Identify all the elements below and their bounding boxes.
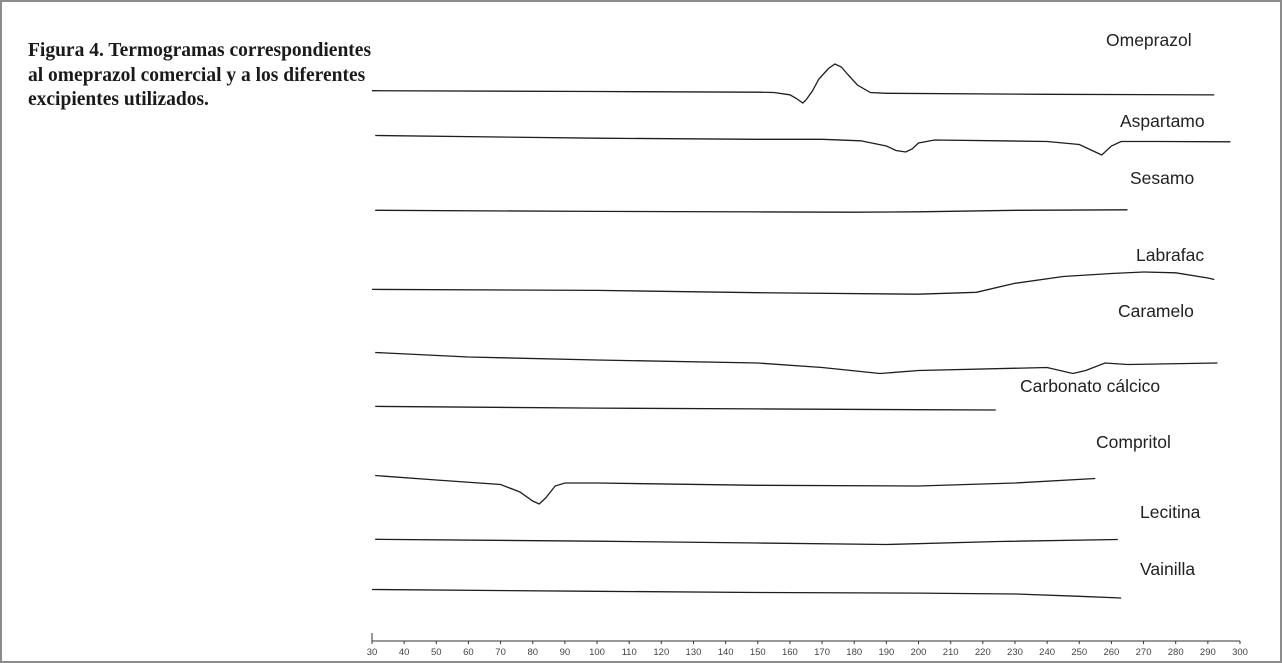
x-tick-label: 250: [1071, 647, 1087, 658]
series-label-omeprazol: Omeprazol: [1106, 30, 1192, 50]
x-tick-label: 290: [1200, 647, 1216, 658]
x-tick-label: 180: [846, 647, 862, 658]
x-tick-label: 200: [911, 647, 927, 658]
x-tick-label: 190: [878, 647, 894, 658]
series-line-sesamo: [375, 209, 1128, 213]
x-tick-label: 30: [367, 647, 378, 658]
x-tick-label: 280: [1168, 647, 1184, 658]
series-label-aspartamo: Aspartamo: [1120, 111, 1205, 131]
series-line-compritol: [375, 474, 1096, 505]
series-line-lecitina: [375, 538, 1118, 546]
series-line-aspartamo: [375, 134, 1231, 156]
series-line-omeprazol: [371, 63, 1215, 104]
series-label-lecitina: Lecitina: [1140, 502, 1201, 522]
x-tick-label: 130: [686, 647, 702, 658]
x-tick-label: 170: [814, 647, 830, 658]
x-tick-label: 120: [653, 647, 669, 658]
series-line-labrafac: [371, 271, 1215, 295]
x-tick-label: 270: [1136, 647, 1152, 658]
x-tick-label: 60: [463, 647, 474, 658]
series-line-caramelo: [375, 351, 1218, 375]
x-tick-label: 300: [1232, 647, 1248, 658]
series-label-sesamo: Sesamo: [1130, 168, 1194, 188]
x-tick-label: 230: [1007, 647, 1023, 658]
x-tick-label: 50: [431, 647, 442, 658]
x-tick-label: 70: [495, 647, 506, 658]
x-tick-label: 240: [1039, 647, 1055, 658]
x-tick-label: 90: [560, 647, 571, 658]
x-tick-label: 260: [1103, 647, 1119, 658]
x-tick-label: 110: [622, 647, 637, 658]
x-tick-label: 100: [589, 647, 605, 658]
series-label-labrafac: Labrafac: [1136, 245, 1204, 265]
x-tick-label: 150: [750, 647, 766, 658]
series-label-compritol: Compritol: [1096, 432, 1171, 452]
series-label-vainilla: Vainilla: [1140, 559, 1195, 579]
x-tick-label: 80: [527, 647, 538, 658]
series-line-vainilla: [371, 588, 1122, 599]
x-tick-label: 210: [943, 647, 959, 658]
series-line-carbonato-c-lcico: [375, 405, 996, 411]
x-tick-label: 40: [399, 647, 410, 658]
x-tick-label: 160: [782, 647, 798, 658]
series-label-caramelo: Caramelo: [1118, 301, 1194, 321]
x-tick-label: 220: [975, 647, 991, 658]
x-tick-label: 140: [718, 647, 734, 658]
series-label-carbonato-c-lcico: Carbonato cálcico: [1020, 376, 1160, 396]
figure-caption: Figura 4. Termogramas correspondientes a…: [28, 40, 372, 110]
